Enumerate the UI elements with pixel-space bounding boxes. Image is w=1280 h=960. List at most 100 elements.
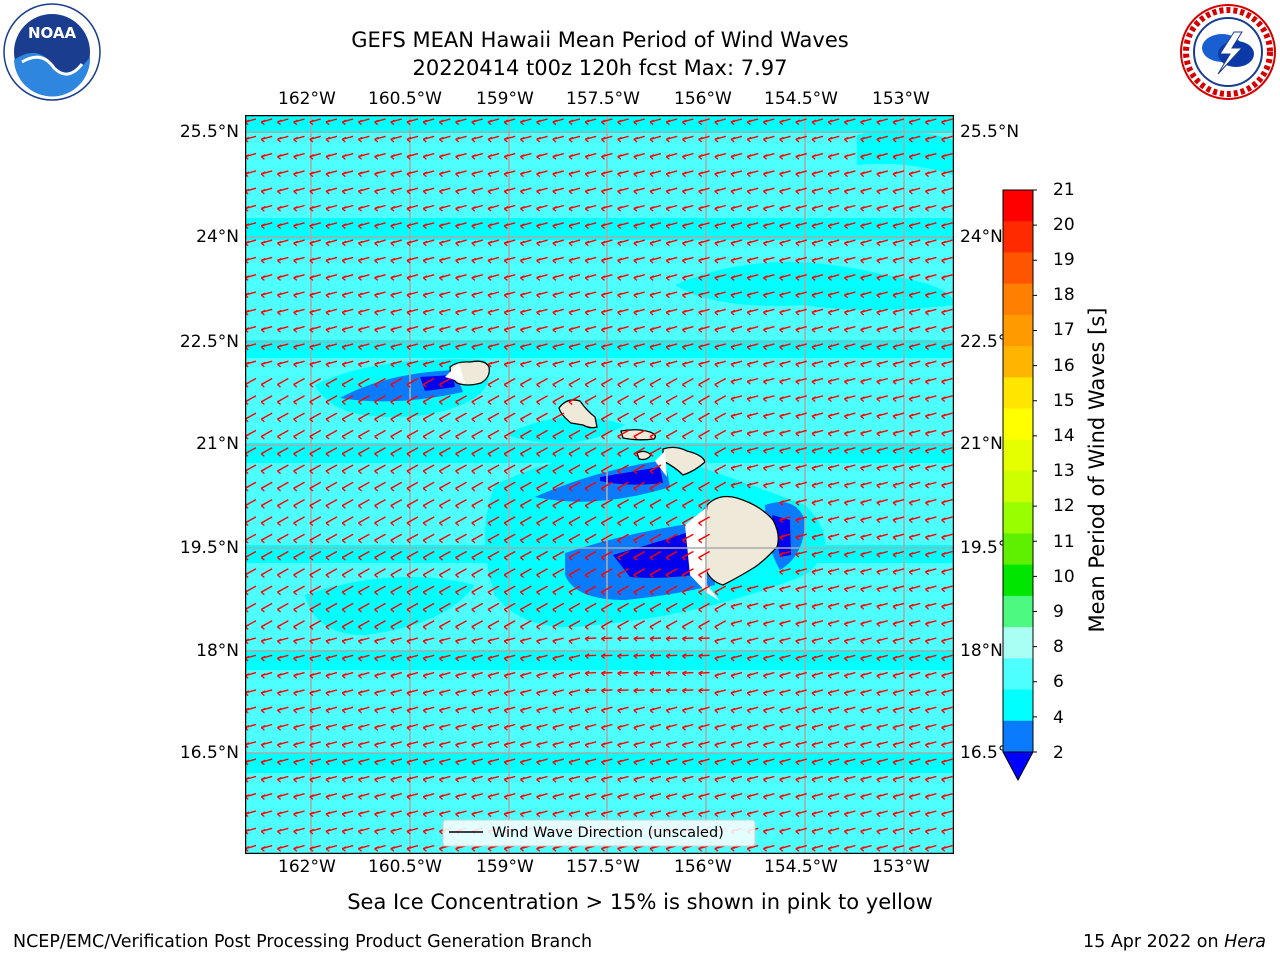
wave-direction-arrowhead [779,534,784,541]
wave-direction-arrowhead [536,776,541,783]
wave-direction-arrowhead [860,171,865,178]
wave-direction-arrowhead [827,257,833,264]
wave-direction-arrowhead [746,309,752,316]
wave-direction-arrowhead [406,119,412,126]
wave-direction-arrowhead [827,223,833,229]
wave-direction-arrowhead [665,624,671,630]
wave-direction-arrow [585,654,597,657]
wave-direction-arrowhead [260,707,266,714]
wave-direction-arrowhead [649,794,655,800]
wave-direction-arrowhead [779,188,784,195]
wave-direction-arrowhead [908,171,914,178]
wave-direction-arrowhead [876,413,882,420]
wave-direction-arrowhead [390,451,396,457]
wave-direction-arrowhead [665,381,671,388]
lon-label-bottom: 162°W [278,857,336,877]
wave-direction-arrowhead [406,707,412,714]
wave-direction-arrowhead [827,309,833,316]
wave-direction-arrowhead [779,690,784,697]
wave-direction-arrowhead [455,503,460,509]
wave-direction-arrowhead [390,257,396,264]
wave-direction-arrowhead [665,433,671,440]
wave-direction-arrowhead [552,292,558,299]
wave-direction-arrowhead [779,257,784,264]
wave-direction-arrowhead [746,811,752,818]
wave-direction-arrowhead [746,724,752,731]
wave-direction-arrowhead [260,690,266,697]
wave-direction-arrowhead [568,759,574,766]
colorbar-tick: 9 [1053,602,1064,622]
wave-direction-arrowhead [795,240,801,247]
wave-direction-arrowhead [293,223,298,229]
wave-direction-arrowhead [843,257,849,264]
wave-direction-arrowhead [536,381,541,388]
wave-direction-arrowhead [276,468,282,475]
wave-direction-arrowhead [827,655,833,662]
wave-direction-arrowhead [908,673,914,679]
wave-direction-arrowhead [374,223,379,229]
wave-direction-arrow [601,689,613,692]
wave-direction-arrowhead [633,275,639,281]
wave-direction-arrowhead [455,344,460,351]
wave-direction-arrowhead [471,503,477,509]
wave-direction-arrowhead [341,327,347,333]
wave-direction-arrowhead [762,448,768,454]
wave-direction-arrowhead [714,171,720,178]
wave-direction-arrowhead [762,828,768,835]
wave-direction-arrowhead [260,416,266,423]
wave-direction-arrowhead [779,413,784,420]
wave-direction-arrowhead [276,136,282,143]
wave-direction-arrowhead [795,569,801,575]
wave-direction-arrowhead [811,517,817,524]
wave-direction-arrowhead [584,624,590,630]
wave-direction-arrowhead [617,742,622,748]
wave-direction-arrowhead [730,638,736,645]
wave-direction-arrowhead [649,275,655,281]
wave-direction-arrowhead [714,759,720,766]
wind-wave-arrows [245,118,953,852]
colorbar-segment [1003,252,1033,285]
wave-direction-arrowhead [260,606,266,613]
period-band-lt2 [420,375,791,578]
wave-direction-arrowhead [811,638,817,645]
wave-direction-arrowhead [892,724,898,731]
colorbar-segment [1003,439,1033,472]
colorbar-extend-triangle [1002,751,1034,782]
wave-direction-arrowhead [357,451,363,457]
wave-direction-arrowhead [276,520,282,527]
wave-direction-arrowhead [309,433,315,440]
wave-direction-arrowhead [406,381,412,388]
wave-direction-arrowhead [390,433,396,440]
wave-direction-arrowhead [487,589,493,596]
wave-direction-arrowhead [843,154,849,160]
wave-direction-arrowhead [649,707,655,714]
wave-direction-arrowhead [325,638,331,645]
wave-direction-arrowhead [681,344,687,351]
wave-direction-arrowhead [633,154,639,160]
wave-direction-arrowhead [455,572,460,578]
wave-direction-arrowhead [276,673,282,679]
wave-direction-arrowhead [730,292,736,299]
wave-direction-arrowhead [811,361,817,368]
wave-direction-arrowhead [341,309,347,316]
wave-direction-arrowhead [552,433,558,440]
wave-direction-arrowhead [422,606,428,613]
wave-direction-arrowhead [860,621,865,627]
wave-direction-arrowhead [519,690,525,697]
wave-direction-arrowhead [374,309,379,316]
wave-direction-arrowhead [811,551,817,558]
wave-direction-arrowhead [908,378,914,385]
wave-direction-arrowhead [698,171,703,178]
wave-direction-arrowhead [471,794,477,800]
wave-direction-arrowhead [260,468,266,475]
wave-direction-arrowhead [649,344,655,351]
wave-direction-arrowhead [665,416,671,423]
wave-direction-arrowhead [649,188,655,195]
wave-direction-arrowhead [811,119,817,126]
wave-direction-arrowhead [665,188,671,195]
wave-direction-arrowhead [552,690,558,697]
wave-direction-arrowhead [779,275,784,281]
wave-direction-arrowhead [811,465,817,472]
wave-direction-arrowhead [438,537,444,544]
wave-direction-arrowhead [617,707,622,714]
